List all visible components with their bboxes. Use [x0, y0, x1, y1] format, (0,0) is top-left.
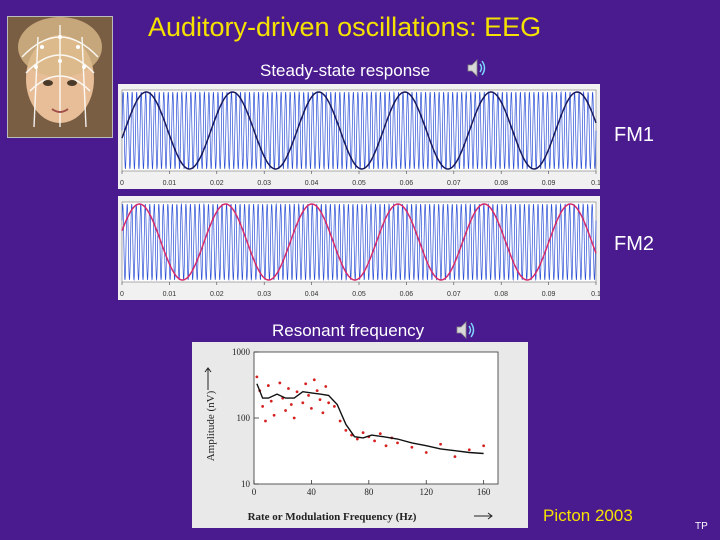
citation: Picton 2003 [543, 506, 633, 525]
data-point [304, 382, 308, 386]
data-point [261, 404, 265, 408]
x-axis-label: Rate or Modulation Frequency (Hz) [248, 511, 417, 523]
data-point [361, 431, 365, 435]
data-point [315, 389, 319, 393]
x-tick-label: 0 [120, 291, 124, 298]
fm1-waveform-panel: 0 0.01 0.02 0.03 0.04 0.05 0.06 0.07 0.08 0.09 0.1 [118, 84, 601, 189]
data-point [355, 437, 359, 441]
data-point [278, 381, 282, 385]
eeg-subject-photo [7, 16, 113, 138]
carrier-wave [121, 203, 597, 281]
data-point [384, 444, 388, 448]
resonant-frequency-label: Resonant frequency [272, 321, 425, 340]
x-tick-label: 0.08 [494, 180, 508, 187]
data-point [255, 375, 259, 379]
fit-curve [256, 383, 484, 455]
x-tick-label: 0.04 [305, 291, 319, 298]
fm1-label: FM1 [614, 124, 654, 146]
data-point [321, 411, 325, 415]
y-axis-label: Amplitude (nV) [205, 390, 217, 461]
data-point [332, 404, 336, 408]
y-tick-label: 100 [237, 413, 251, 423]
data-point [318, 398, 322, 402]
x-tick-label: 0.09 [542, 291, 556, 298]
data-point [482, 444, 486, 448]
data-point [264, 419, 267, 423]
x-tick-label: 0.03 [257, 180, 271, 187]
data-point [301, 401, 305, 405]
data-point [269, 399, 273, 403]
footer-initials: TP [695, 521, 708, 532]
data-point [287, 387, 290, 390]
fm1-waveform-plot: 0 0.01 0.02 0.03 0.04 0.05 0.06 0.07 0.08 0.09 0.1 [120, 89, 601, 187]
data-point [467, 448, 471, 452]
data-point [338, 419, 342, 423]
x-tick-label: 0.07 [447, 291, 461, 298]
data-point [453, 455, 457, 459]
data-point [378, 432, 382, 436]
data-point [396, 441, 399, 445]
data-point [410, 445, 414, 449]
modulation-envelope [121, 91, 597, 170]
x-tick-label: 0.1 [591, 180, 600, 187]
data-point [327, 401, 331, 405]
modulation-envelope [121, 203, 597, 281]
x-tick-label: 0.01 [163, 180, 177, 187]
data-point [424, 451, 428, 454]
x-tick-label: 0.01 [163, 291, 177, 298]
plot-area [253, 351, 499, 485]
x-tick-label: 0.05 [352, 180, 366, 187]
steady-state-label: Steady-state response [260, 61, 431, 80]
data-point [307, 394, 310, 397]
carrier-wave [121, 91, 597, 170]
x-tick-label: 0.06 [400, 291, 414, 298]
x-tick-label: 80 [364, 487, 374, 497]
x-axis-arrow [474, 512, 493, 520]
x-tick-label: 0.07 [447, 180, 461, 187]
data-point [289, 403, 293, 406]
data-point [272, 413, 276, 417]
x-tick-label: 0.03 [257, 291, 271, 298]
speaker-icon[interactable] [466, 58, 488, 78]
data-point [284, 409, 287, 412]
x-tick-label: 0.05 [352, 291, 366, 298]
x-tick-label: 120 [419, 487, 433, 497]
data-point [312, 378, 316, 382]
x-tick-label: 0.08 [494, 291, 508, 298]
data-point [266, 384, 270, 387]
y-tick-label: 10 [241, 479, 251, 489]
resonance-chart: 1000 100 10 0 40 80 120 160 Amplitude (nV) Rate o… [192, 342, 528, 528]
resonance-plot-svg: 1000 100 100 40 80 120 160 Amplitude (nV) Rate o… [204, 347, 499, 523]
x-tick-label: 0.04 [305, 180, 319, 187]
x-tick-label: 0.1 [591, 291, 600, 298]
fm2-waveform-plot: 0 0.01 0.02 0.03 0.04 0.05 0.06 0.07 0.08 0.09 0.1 [120, 201, 601, 298]
speaker-icon[interactable] [455, 320, 477, 340]
data-point [310, 406, 313, 410]
x-tick-label: 0 [120, 180, 124, 187]
data-point [373, 439, 376, 443]
data-point [324, 385, 328, 388]
x-tick-label: 0.09 [542, 180, 556, 187]
x-tick-label: 40 [307, 487, 317, 497]
fm2-waveform-panel: 0 0.01 0.02 0.03 0.04 0.05 0.06 0.07 0.08 0.09 0.1 [118, 196, 601, 300]
slide-title: Auditory-driven oscillations: EEG [148, 12, 542, 42]
data-point [439, 442, 442, 446]
data-point [344, 428, 348, 432]
x-tick-label: 160 [477, 487, 491, 497]
data-point [292, 416, 296, 420]
data-point [295, 390, 299, 394]
x-tick-label: 0.06 [400, 180, 414, 187]
fm2-label: FM2 [614, 233, 654, 255]
x-tick-label: 0 [252, 487, 257, 497]
x-tick-label: 0.02 [210, 291, 224, 298]
y-axis-arrow [204, 367, 212, 390]
y-tick-label: 1000 [232, 347, 251, 357]
x-tick-label: 0.02 [210, 180, 224, 187]
